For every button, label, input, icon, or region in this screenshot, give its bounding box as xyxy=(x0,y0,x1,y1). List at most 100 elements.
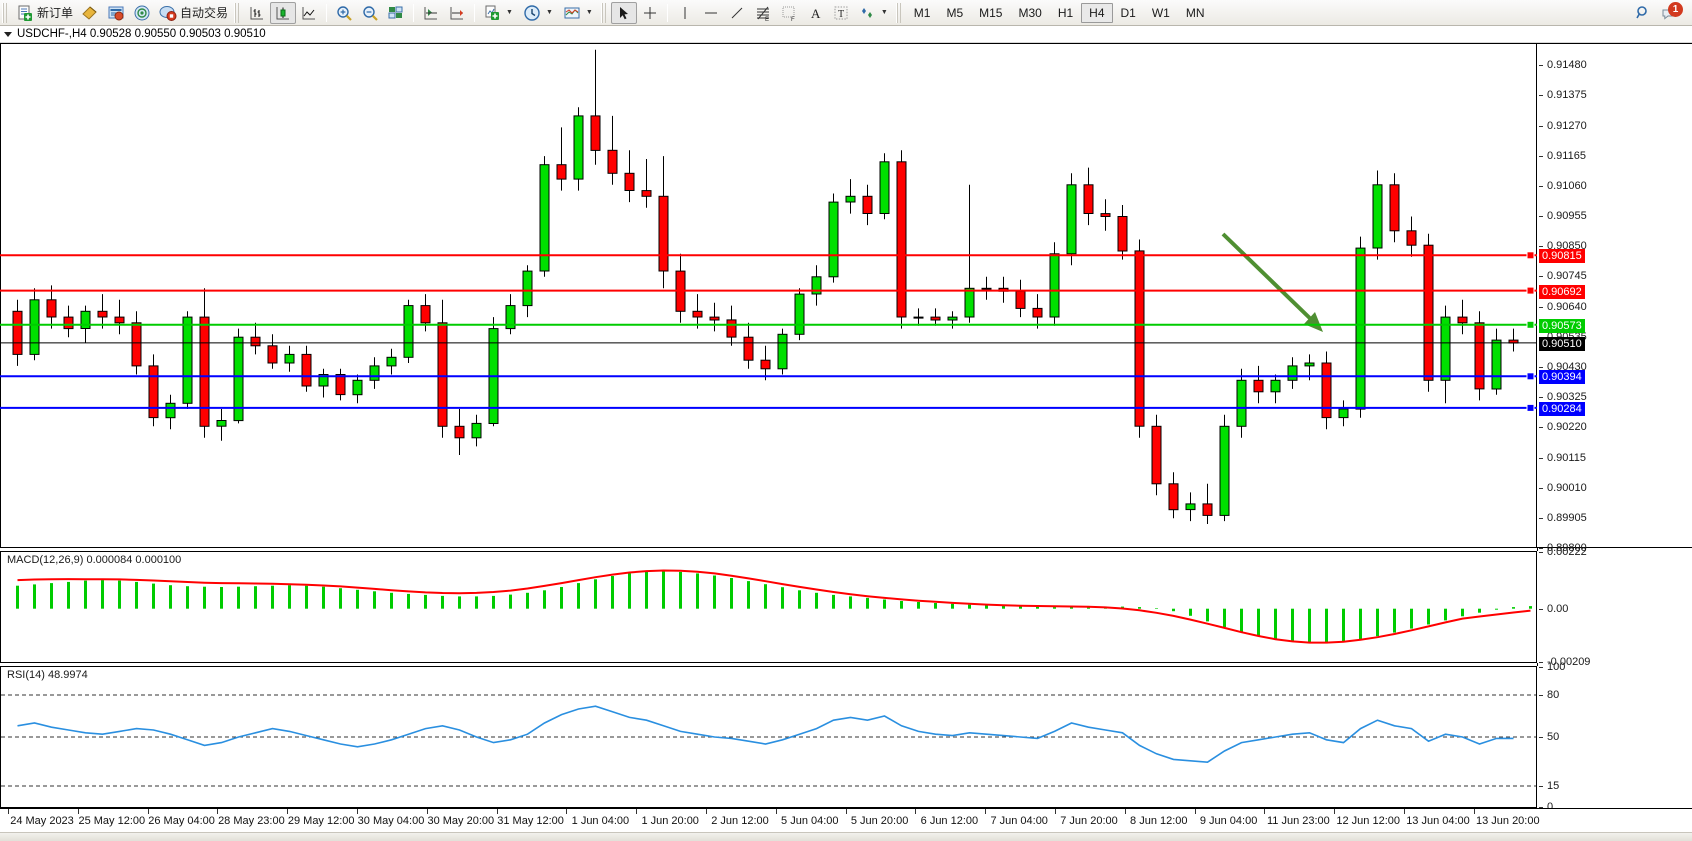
timeframe-w1[interactable]: W1 xyxy=(1151,5,1170,20)
time-tick xyxy=(8,809,9,814)
price-level-label-level[interactable]: 0.90284 xyxy=(1539,401,1585,416)
trendline-tool-button[interactable] xyxy=(724,2,750,24)
chevron-down-icon[interactable] xyxy=(4,31,12,37)
zoom-out-button[interactable] xyxy=(357,2,383,24)
rsi-pane[interactable]: RSI(14) 48.9974 xyxy=(0,666,1537,808)
notification-badge: 1 xyxy=(1668,1,1683,17)
rsi-tick: 80 xyxy=(1538,689,1560,701)
bar-chart-icon xyxy=(248,4,266,22)
paint-button[interactable] xyxy=(77,2,103,24)
time-label: 25 May 12:00 xyxy=(78,815,146,827)
time-tick xyxy=(845,809,847,814)
time-axis[interactable]: 24 May 2023 25 May 12:00 26 May 04:00 28 Ma… xyxy=(0,808,1692,832)
notification-icon[interactable]: 1 xyxy=(1660,1,1683,22)
toolbar-grip-3[interactable] xyxy=(600,2,608,23)
svg-text:F: F xyxy=(791,17,795,22)
templates-caret-icon[interactable]: ▼ xyxy=(585,9,593,16)
auto-scroll-button[interactable] xyxy=(444,2,470,24)
price-chart-pane[interactable] xyxy=(0,43,1537,548)
timeframe-m30[interactable]: M30 xyxy=(1018,5,1042,20)
indicators-icon xyxy=(483,4,501,22)
search-icon[interactable] xyxy=(1634,4,1652,22)
channel-tool-button[interactable]: F xyxy=(776,2,802,24)
svg-text:E: E xyxy=(765,17,769,22)
tile-windows-button[interactable] xyxy=(383,2,409,24)
price-level-label-level[interactable]: 0.90394 xyxy=(1539,370,1585,385)
text-tool-button[interactable]: A xyxy=(802,2,828,24)
templates-button[interactable]: ▼ xyxy=(559,2,599,24)
shapes-caret-icon[interactable]: ▼ xyxy=(880,9,888,16)
period-icon xyxy=(523,4,541,22)
macd-axis[interactable]: 0.00222 0.00 -0.00209 xyxy=(1537,546,1692,668)
toolbar-grip-2[interactable] xyxy=(234,2,242,23)
macd-pane[interactable]: MACD(12,26,9) 0.000084 0.000100 xyxy=(0,551,1537,663)
zoom-in-button[interactable] xyxy=(331,2,357,24)
price-tick: 0.90745 xyxy=(1539,270,1587,283)
timeframe-h1[interactable]: H1 xyxy=(1057,5,1074,20)
time-label: 12 Jun 12:00 xyxy=(1336,815,1400,827)
time-label: 26 May 04:00 xyxy=(148,815,215,827)
candlestick-chart-button[interactable] xyxy=(270,1,297,24)
rsi-tick: 0 xyxy=(1538,801,1554,813)
time-tick xyxy=(1194,809,1196,814)
period-button[interactable]: ▼ xyxy=(519,2,559,24)
shift-end-button[interactable] xyxy=(418,2,444,24)
price-tick: 0.90430 xyxy=(1539,360,1587,373)
time-tick xyxy=(147,809,149,814)
crosshair-icon xyxy=(641,4,659,22)
price-axis[interactable]: 0.91480 0.91375 0.91270 0.91165 0.91060 0.909… xyxy=(1537,43,1692,554)
price-level-label-resistance[interactable]: 0.90692 xyxy=(1539,284,1585,299)
cursor-tool-button[interactable] xyxy=(610,1,637,24)
timeframe-m1[interactable]: M1 xyxy=(913,5,931,20)
crosshair-tool-button[interactable] xyxy=(637,2,663,24)
shapes-tool-button[interactable]: ▼ xyxy=(854,2,894,24)
auto-trading-label: 自动交易 xyxy=(180,6,229,20)
navigator-button[interactable] xyxy=(129,2,155,24)
candlestick-icon xyxy=(274,4,292,22)
new-order-button[interactable]: 新订单 xyxy=(12,2,77,24)
page-title: USDCHF-,H4 0.90528 0.90550 0.90503 0.905… xyxy=(17,28,266,40)
timeframe-m15[interactable]: M15 xyxy=(979,5,1003,20)
price-tick: 0.90325 xyxy=(1539,391,1587,404)
period-caret-icon[interactable]: ▼ xyxy=(545,9,553,16)
price-level-label-support[interactable]: 0.90573 xyxy=(1539,318,1585,333)
toolbar-separator-1 xyxy=(326,3,328,22)
channel-icon: F xyxy=(780,4,798,23)
time-tick xyxy=(1404,809,1405,814)
toolbar-separator-3 xyxy=(474,3,476,22)
bar-chart-button[interactable] xyxy=(244,2,270,24)
hline-tool-button[interactable] xyxy=(698,2,724,24)
time-label: 8 Jun 12:00 xyxy=(1130,815,1188,827)
indicators-button[interactable]: ▼ xyxy=(479,2,519,24)
rsi-axis[interactable]: 100 80 50 15 0 xyxy=(1537,661,1692,813)
time-tick xyxy=(217,809,219,814)
hline-icon xyxy=(702,4,720,22)
timeframe-h4[interactable]: H4 xyxy=(1081,2,1113,23)
indicators-caret-icon[interactable]: ▼ xyxy=(506,9,513,16)
timeframe-mn[interactable]: MN xyxy=(1185,5,1205,20)
price-tick: 0.90850 xyxy=(1539,240,1587,253)
rsi-tick: 50 xyxy=(1538,731,1560,743)
vline-tool-button[interactable] xyxy=(672,2,698,24)
tile-windows-icon xyxy=(387,4,405,22)
price-level-label-resistance[interactable]: 0.90815 xyxy=(1539,249,1585,264)
time-label: 31 May 12:00 xyxy=(497,815,564,827)
toolbar-grip[interactable] xyxy=(2,2,9,23)
time-label: 11 Jun 23:00 xyxy=(1266,815,1330,827)
time-tick xyxy=(566,809,568,814)
terminal-button[interactable] xyxy=(103,2,129,24)
macd-tick: -0.00209 xyxy=(1538,656,1591,668)
auto-trading-button[interactable]: 自动交易 xyxy=(155,2,232,24)
timeframe-d1[interactable]: D1 xyxy=(1120,5,1136,20)
fibonacci-tool-button[interactable]: E xyxy=(750,2,776,24)
label-tool-button[interactable]: T xyxy=(828,2,854,24)
time-label: 6 Jun 12:00 xyxy=(920,815,979,827)
rsi-tick: 15 xyxy=(1538,780,1560,792)
timeframe-m5[interactable]: M5 xyxy=(946,5,964,20)
terminal-icon xyxy=(107,4,125,22)
price-tick: 0.90955 xyxy=(1539,210,1587,222)
toolbar-grip-4[interactable] xyxy=(895,2,903,23)
price-level-label-current[interactable]: 0.90510 xyxy=(1539,336,1585,351)
time-label: 1 Jun 20:00 xyxy=(641,815,699,827)
line-chart-button[interactable] xyxy=(296,2,322,24)
